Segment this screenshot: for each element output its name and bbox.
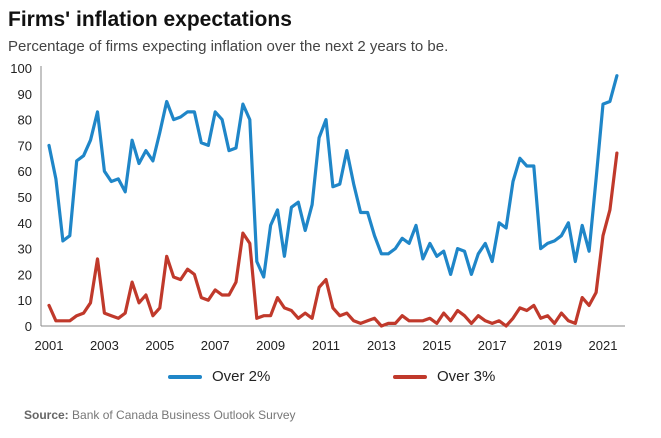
x-tick-label: 2003 (90, 338, 119, 353)
y-tick-label: 80 (18, 113, 32, 128)
legend-item-over-3: Over 3% (393, 368, 495, 385)
x-tick-label: 2021 (589, 338, 618, 353)
legend-item-over-2: Over 2% (168, 368, 270, 385)
x-tick-label: 2005 (145, 338, 174, 353)
series-line-over-2 (47, 74, 619, 279)
legend-label: Over 2% (212, 368, 271, 385)
legend-swatch-red (393, 374, 427, 379)
x-tick-label: 2015 (422, 338, 451, 353)
y-tick-label: 0 (25, 319, 32, 334)
x-tick-label: 2011 (312, 338, 340, 353)
y-tick-label: 50 (18, 190, 32, 205)
x-tick-label: 2007 (201, 338, 230, 353)
y-tick-label: 70 (18, 138, 32, 153)
y-tick-label: 40 (18, 216, 32, 231)
legend-swatch-blue (168, 374, 202, 379)
y-tick-label: 10 (18, 293, 32, 308)
x-tick-label: 2013 (367, 338, 396, 353)
y-tick-label: 20 (18, 267, 32, 282)
y-tick-label: 90 (18, 87, 32, 102)
x-tick-label: 2019 (533, 338, 562, 353)
x-tick-label: 2009 (256, 338, 285, 353)
y-tick-label: 30 (18, 242, 32, 257)
chart-title: Firms' inflation expectations (8, 8, 292, 31)
source-label: Source: (24, 408, 69, 422)
y-tick-label: 100 (10, 61, 32, 76)
legend-label: Over 3% (437, 368, 496, 385)
series-line-over-3 (47, 151, 619, 328)
chart-subtitle: Percentage of firms expecting inflation … (8, 38, 449, 55)
x-tick-label: 2017 (478, 338, 507, 353)
x-tick-label: 2001 (35, 338, 64, 353)
y-tick-label: 60 (18, 164, 32, 179)
source-text: Bank of Canada Business Outlook Survey (72, 408, 296, 422)
source-note: Source: Bank of Canada Business Outlook … (24, 408, 296, 422)
